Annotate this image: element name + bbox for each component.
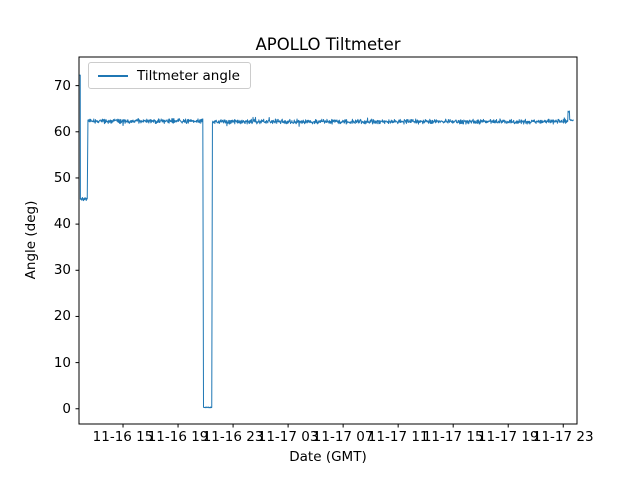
legend: Tiltmeter angle	[88, 62, 251, 89]
x-tick-label: 11-17 23	[532, 429, 594, 445]
y-tick-label: 70	[53, 77, 71, 94]
x-tick-label: 11-16 15	[92, 429, 154, 445]
x-tick-label: 11-17 15	[422, 429, 484, 445]
x-axis-label: Date (GMT)	[289, 449, 367, 465]
x-tick-label: 11-16 19	[147, 429, 209, 445]
y-tick-label: 50	[53, 169, 71, 186]
axes-frame	[78, 56, 578, 425]
series-line-tiltmeter-angle	[79, 74, 574, 409]
y-tick-label: 60	[53, 123, 71, 140]
y-axis-label: Angle (deg)	[23, 200, 39, 280]
x-tick-label: 11-17 07	[312, 429, 374, 445]
y-tick-label: 40	[53, 216, 71, 233]
x-tick-label: 11-17 11	[367, 429, 429, 445]
chart-title: APOLLO Tiltmeter	[255, 35, 401, 54]
y-tick-label: 0	[62, 400, 71, 417]
y-tick-label: 10	[53, 354, 71, 371]
x-tick-label: 11-17 19	[477, 429, 539, 445]
legend-line-icon	[98, 74, 128, 77]
y-tick-label: 20	[53, 308, 71, 325]
y-tick-label: 30	[53, 262, 71, 279]
legend-label: Tiltmeter angle	[137, 67, 240, 84]
x-tick-label: 11-16 23	[202, 429, 264, 445]
x-tick-label: 11-17 03	[257, 429, 319, 445]
